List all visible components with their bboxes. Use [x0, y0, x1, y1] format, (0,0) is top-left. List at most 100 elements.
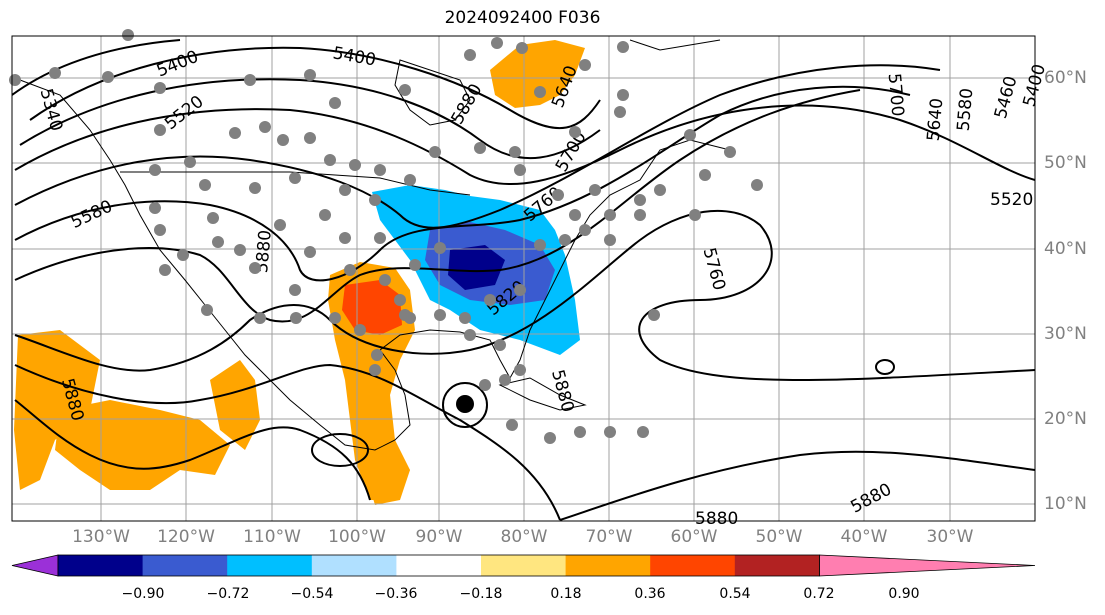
lon-label: 120°W [157, 527, 215, 547]
station-marker [399, 84, 411, 96]
station-marker [149, 164, 161, 176]
colorbar-tick: −0.72 [206, 586, 250, 602]
lon-label: 100°W [328, 527, 386, 547]
station-marker [654, 184, 666, 196]
contour-5580 [14, 64, 941, 229]
station-marker [434, 309, 446, 321]
contour-5640 [14, 85, 911, 282]
colorbar-tick: 0.18 [550, 586, 582, 602]
station-marker [329, 97, 341, 109]
station-marker [371, 349, 383, 361]
lon-label: 90°W [415, 527, 463, 547]
station-marker [464, 49, 476, 61]
low-center-marker [456, 395, 474, 413]
station-marker [569, 209, 581, 221]
station-marker [474, 142, 486, 154]
lon-label: 50°W [755, 527, 803, 547]
station-marker [349, 159, 361, 171]
contour-5760 [14, 209, 1035, 381]
station-marker [149, 202, 161, 214]
station-marker [212, 236, 224, 248]
station-marker [394, 294, 406, 306]
station-marker [304, 132, 316, 144]
cuba [498, 377, 587, 411]
station-marker [184, 156, 196, 168]
station-marker [207, 212, 219, 224]
contour-mexico-closed [311, 433, 369, 467]
lat-label: 40°N [1044, 239, 1087, 259]
colorbar-tick: −0.90 [121, 586, 165, 602]
station-marker [634, 209, 646, 221]
coastlines [19, 39, 731, 451]
lon-label: 110°W [243, 527, 301, 547]
station-marker [514, 284, 526, 296]
contour-5400 [29, 46, 601, 129]
station-marker [199, 179, 211, 191]
station-marker [544, 432, 556, 444]
contour-5520 [14, 104, 1035, 186]
lon-label: 130°W [72, 527, 130, 547]
station-marker [339, 232, 351, 244]
contour-label: 5880 [448, 81, 487, 128]
greenland-coast [629, 39, 721, 51]
contour-label: 5700 [884, 72, 908, 117]
station-marker [506, 419, 518, 431]
station-marker [617, 89, 629, 101]
station-markers [9, 29, 763, 444]
colorbar-segment [396, 555, 482, 576]
station-marker [579, 59, 591, 71]
station-marker [274, 219, 286, 231]
station-marker [177, 249, 189, 261]
station-marker [514, 364, 526, 376]
station-marker [637, 426, 649, 438]
station-marker [369, 194, 381, 206]
lat-label: 50°N [1044, 153, 1087, 173]
station-marker [374, 164, 386, 176]
station-marker [516, 42, 528, 54]
pos-anomaly-central-america [360, 445, 410, 505]
colorbar-tick: 0.54 [719, 586, 751, 602]
lat-label: 30°N [1044, 324, 1087, 344]
lat-label: 10°N [1044, 494, 1087, 514]
station-marker [751, 179, 763, 191]
map-title: 2024092400 F036 [444, 8, 601, 28]
station-marker [229, 127, 241, 139]
station-marker [534, 239, 546, 251]
station-marker [290, 312, 302, 324]
contour-label: 5460 [991, 74, 1022, 121]
station-marker [354, 324, 366, 336]
neg-anomaly-max [448, 245, 505, 290]
station-marker [684, 129, 696, 141]
contour-label: 5880 [695, 509, 738, 529]
station-marker [409, 259, 421, 271]
station-marker [154, 124, 166, 136]
station-marker [509, 146, 521, 158]
station-marker [369, 364, 381, 376]
station-marker [634, 194, 646, 206]
station-marker [491, 37, 503, 49]
station-marker [339, 184, 351, 196]
station-marker [9, 74, 21, 86]
station-marker [429, 146, 441, 158]
station-marker [254, 312, 266, 324]
station-marker [289, 172, 301, 184]
station-marker [604, 234, 616, 246]
lon-label: 70°W [585, 527, 633, 547]
station-marker [234, 244, 246, 256]
lon-label: 60°W [670, 527, 718, 547]
station-marker [589, 184, 601, 196]
station-marker [159, 264, 171, 276]
station-marker [319, 209, 331, 221]
station-marker [604, 426, 616, 438]
colorbar-tick: 0.90 [888, 586, 920, 602]
station-marker [324, 154, 336, 166]
station-marker [579, 224, 591, 236]
lon-label: 40°W [840, 527, 888, 547]
contour-5460 [19, 78, 601, 160]
pos-anomaly-gulf-of-california [210, 360, 260, 450]
map-frame [11, 35, 1036, 522]
colorbar-segment [565, 555, 651, 576]
colorbar-tick: 0.36 [634, 586, 666, 602]
station-marker [344, 264, 356, 276]
lon-label: 30°W [926, 527, 974, 547]
